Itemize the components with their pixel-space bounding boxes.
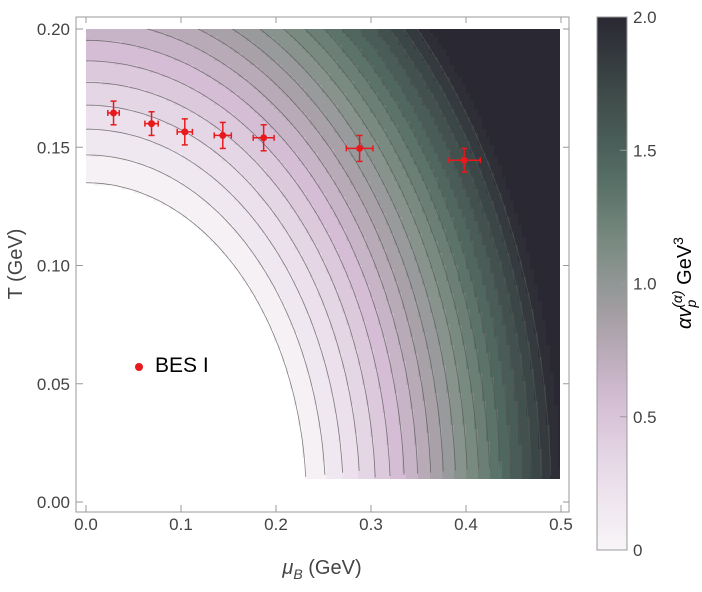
y-tick-label: 0.20 (37, 20, 70, 39)
x-tick-label: 0.0 (74, 515, 98, 534)
x-tick-label: 0.4 (454, 515, 478, 534)
y-tick-label: 0.15 (37, 138, 70, 157)
point-marker (461, 157, 468, 164)
colorbar-tick-label: 0.5 (633, 408, 657, 427)
y-tick-label: 0.05 (37, 375, 70, 394)
point-marker (260, 134, 267, 141)
colorbar-tick-label: 0 (633, 541, 642, 560)
colorbar-title: αvp(α) GeV3 (669, 237, 699, 329)
y-tick-label: 0.10 (37, 257, 70, 276)
colorbar-tick-label: 2.0 (633, 8, 657, 27)
legend-label: BES I (155, 354, 209, 377)
y-axis-title: T (GeV) (5, 229, 27, 300)
x-tick-label: 0.2 (264, 515, 288, 534)
legend-marker (135, 363, 143, 371)
x-tick-label: 0.1 (169, 515, 193, 534)
x-tick-label: 0.3 (359, 515, 383, 534)
point-marker (110, 109, 117, 116)
y-tick-label: 0.00 (37, 493, 70, 512)
point-marker (219, 132, 226, 139)
point-marker (356, 145, 363, 152)
contour-fill-layer (86, 29, 563, 482)
colorbar-tick-label: 1.5 (633, 141, 657, 160)
legend: BES I (135, 354, 209, 377)
point-marker (181, 128, 188, 135)
point-marker (148, 120, 155, 127)
colorbar-tick-label: 1.0 (633, 275, 657, 294)
x-axis-title: μB (GeV) (281, 557, 361, 582)
x-tick-label: 0.5 (549, 515, 573, 534)
colorbar: 0 0.5 1.0 1.5 2.0 αvp(α) GeV3 (597, 8, 699, 560)
